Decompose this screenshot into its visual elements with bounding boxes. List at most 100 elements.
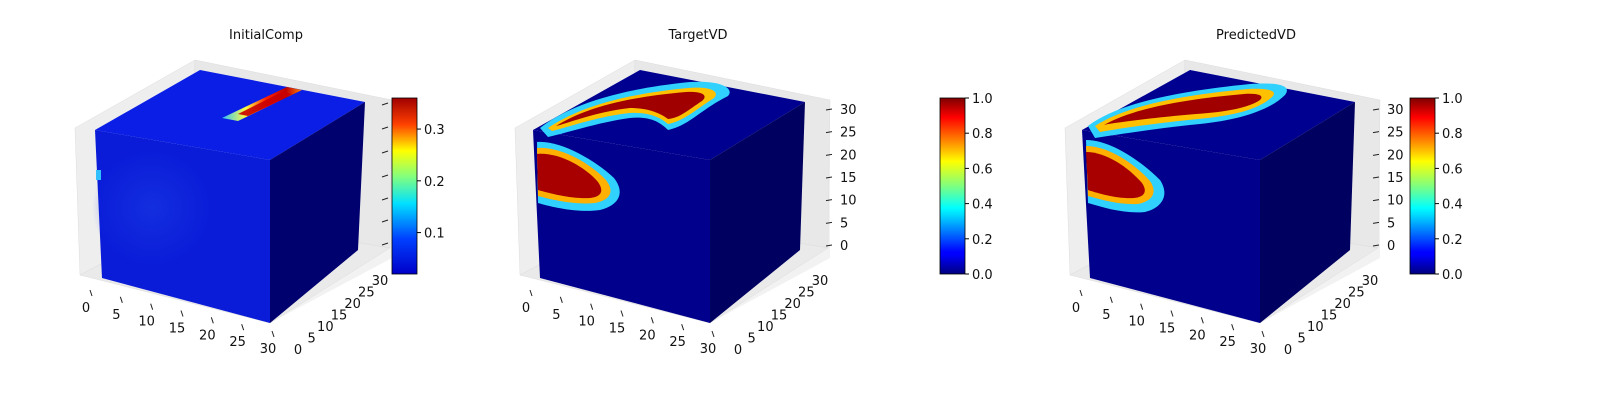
y-tick-label: 10	[757, 320, 774, 335]
z-tick-mark	[1372, 131, 1380, 134]
y-tick-label: 10	[1307, 320, 1324, 335]
y-tick-label: 25	[798, 286, 815, 301]
colorbar: 0.0 0.2 0.4 0.6 0.8 1.0	[1409, 92, 1463, 283]
x-tick-mark	[620, 310, 624, 317]
x-tick-mark	[529, 289, 533, 297]
voxel-cube	[533, 70, 805, 323]
y-tick-label: 10	[317, 320, 334, 335]
x-tick-mark	[89, 289, 93, 297]
y-tick-label: 15	[771, 309, 788, 324]
chart-title: InitialComp	[229, 28, 303, 43]
z-tick-mark	[1372, 153, 1380, 156]
y-tick-label: 20	[1334, 297, 1351, 312]
panel-initialcomp: InitialComp 0.10.20.3 0 5 10 15 20 25 30 05101…	[74, 28, 445, 358]
z-tick-label: 0	[1387, 239, 1395, 254]
z-tick-mark	[1372, 176, 1380, 179]
x-tick-mark	[559, 296, 563, 303]
x-axis: 0 5 10 15 20 25 30	[1072, 289, 1267, 357]
x-tick-label: 5	[112, 308, 120, 323]
x-tick-mark	[590, 303, 594, 310]
z-tick-label: 10	[840, 194, 857, 209]
x-tick-label: 30	[1250, 342, 1267, 357]
x-tick-label: 20	[199, 328, 216, 343]
x-tick-mark	[1140, 303, 1144, 310]
colorbar-tick-label: 1.0	[1442, 92, 1463, 107]
x-tick-mark	[650, 317, 654, 324]
z-tick-mark	[825, 221, 833, 224]
colorbar-gradient	[1409, 97, 1436, 275]
y-tick-label: 15	[331, 309, 348, 324]
z-tick-label: 20	[840, 148, 857, 163]
x-tick-mark	[1261, 330, 1265, 338]
y-tick-label: 5	[748, 332, 756, 347]
x-tick-label: 5	[552, 308, 560, 323]
x-tick-label: 15	[169, 322, 186, 337]
colorbar: 0.1 0.2 0.3	[391, 97, 445, 275]
cube-side-face	[1260, 102, 1355, 323]
z-tick-mark	[825, 131, 833, 134]
x-tick-label: 30	[260, 342, 277, 357]
chart-title: TargetVD	[667, 28, 727, 43]
y-tick-label: 15	[1321, 309, 1338, 324]
x-tick-label: 15	[1159, 322, 1176, 337]
x-tick-mark	[681, 324, 685, 331]
x-axis: 0 5 10 15 20 25 30	[82, 289, 277, 357]
z-tick-label: 30	[1387, 103, 1404, 118]
y-tick-label: 30	[372, 274, 389, 289]
x-tick-label: 25	[229, 335, 246, 350]
x-tick-label: 0	[522, 301, 530, 316]
x-tick-label: 20	[639, 328, 656, 343]
x-tick-label: 15	[609, 322, 626, 337]
colorbar-tick-label: 0.0	[972, 268, 993, 283]
z-tick-label: 30	[840, 103, 857, 118]
colorbar-tick-label: 0.1	[424, 227, 445, 242]
colorbar: 0.0 0.2 0.4 0.6 0.8 1.0	[939, 92, 993, 283]
x-axis: 0 5 10 15 20 25 30	[522, 289, 716, 357]
colorbar-gradient	[939, 97, 966, 275]
x-tick-mark	[1200, 317, 1204, 324]
x-tick-mark	[180, 310, 184, 317]
z-tick-label: 10	[1387, 194, 1404, 209]
y-tick-label: 20	[344, 297, 361, 312]
z-tick-label: 5	[840, 216, 848, 231]
z-tick-mark	[825, 108, 833, 111]
z-tick-label: 15	[1387, 171, 1404, 186]
y-tick-label: 25	[1348, 286, 1365, 301]
x-tick-mark	[119, 296, 123, 303]
y-tick-label: 30	[812, 274, 829, 289]
z-axis-ticks	[381, 102, 389, 246]
x-tick-label: 5	[1102, 308, 1110, 323]
x-tick-mark	[1079, 289, 1083, 297]
z-tick-mark	[825, 199, 833, 202]
y-tick-label: 5	[1298, 332, 1306, 347]
colorbar-tick-label: 1.0	[972, 92, 993, 107]
colorbar-tick-label: 0.8	[1442, 127, 1463, 142]
z-axis: 0 5 10 15 20 25 30	[825, 103, 857, 254]
x-tick-label: 0	[82, 301, 90, 316]
colorbar-tick-label: 0.4	[1442, 198, 1463, 213]
x-tick-label: 10	[578, 315, 595, 330]
x-tick-label: 25	[1219, 335, 1236, 350]
x-tick-label: 10	[1128, 315, 1145, 330]
y-tick-label: 30	[1362, 274, 1379, 289]
cube-inner-glow	[92, 150, 212, 266]
colorbar-tick-label: 0.4	[972, 198, 993, 213]
z-tick-label: 25	[1387, 126, 1404, 141]
z-tick-label: 5	[1387, 216, 1395, 231]
y-tick-label: 20	[784, 297, 801, 312]
colorbar-tick-label: 0.8	[972, 127, 993, 142]
voxel-cube	[92, 70, 365, 323]
x-tick-mark	[711, 330, 715, 338]
x-tick-mark	[271, 330, 275, 338]
x-tick-label: 25	[669, 335, 686, 350]
cube-side-face	[710, 102, 805, 323]
x-tick-label: 0	[1072, 301, 1080, 316]
z-tick-mark	[1372, 221, 1380, 224]
x-tick-mark	[1109, 296, 1113, 303]
colorbar-tick-label: 0.0	[1442, 268, 1463, 283]
edge-marker	[96, 170, 101, 180]
x-tick-label: 20	[1189, 328, 1206, 343]
x-tick-mark	[1231, 324, 1235, 331]
